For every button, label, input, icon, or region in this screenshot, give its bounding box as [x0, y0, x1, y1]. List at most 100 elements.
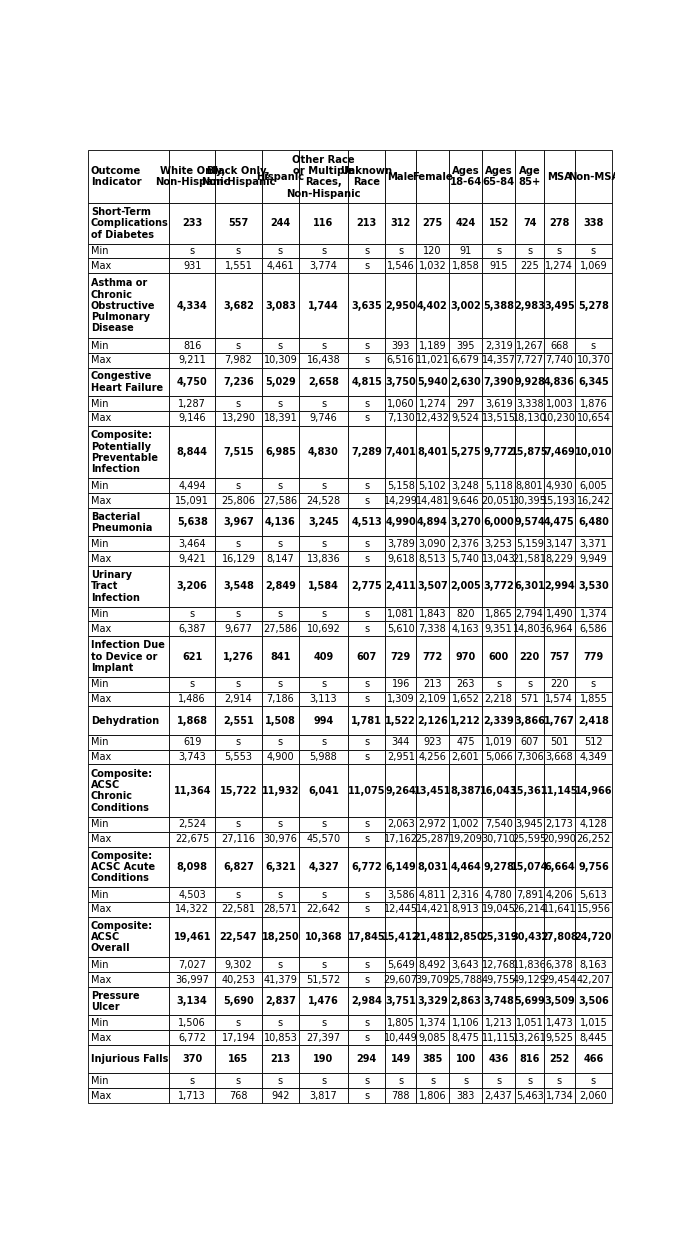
Bar [299, 273, 348, 339]
Text: 6,387: 6,387 [178, 624, 206, 634]
Text: 213: 213 [423, 679, 442, 689]
Bar [416, 352, 449, 367]
Text: 820: 820 [456, 609, 475, 619]
Bar [416, 426, 449, 479]
Bar [385, 1073, 416, 1088]
Bar [515, 735, 544, 750]
Text: Max: Max [91, 553, 111, 563]
Bar [215, 957, 262, 972]
Bar [87, 551, 169, 566]
Bar [544, 566, 574, 607]
Bar [574, 764, 613, 817]
Text: 1,212: 1,212 [450, 716, 481, 726]
Bar [215, 396, 262, 411]
Text: 4,464: 4,464 [450, 862, 481, 872]
Bar [482, 1015, 515, 1030]
Bar [215, 750, 262, 764]
Text: s: s [527, 679, 532, 689]
Text: s: s [236, 482, 241, 491]
Text: Min: Min [91, 890, 109, 900]
Bar [574, 551, 613, 566]
Text: 1,003: 1,003 [546, 398, 573, 408]
Text: s: s [364, 694, 369, 704]
Text: s: s [364, 959, 369, 969]
Text: 9,756: 9,756 [578, 862, 609, 872]
Text: 2,983: 2,983 [514, 300, 545, 310]
Text: 4,811: 4,811 [419, 890, 446, 900]
Bar [449, 735, 482, 750]
Bar [482, 479, 515, 494]
Text: 2,218: 2,218 [485, 694, 513, 704]
Bar [299, 352, 348, 367]
Bar [87, 339, 169, 352]
Bar [87, 150, 169, 204]
Bar [215, 831, 262, 846]
Bar [449, 957, 482, 972]
Bar [385, 917, 416, 957]
Text: 8,401: 8,401 [417, 447, 448, 457]
Text: 20,990: 20,990 [542, 834, 576, 844]
Text: MSA: MSA [547, 171, 572, 182]
Bar [169, 1088, 215, 1103]
Text: 3,090: 3,090 [419, 539, 446, 549]
Text: 5,699: 5,699 [514, 997, 545, 1006]
Text: 2,849: 2,849 [265, 581, 296, 592]
Bar [215, 706, 262, 735]
Bar [574, 902, 613, 917]
Text: 1,276: 1,276 [223, 652, 254, 661]
Text: 1,806: 1,806 [419, 1091, 446, 1101]
Bar [544, 831, 574, 846]
Bar [262, 536, 299, 551]
Text: 1,767: 1,767 [544, 716, 574, 726]
Bar [385, 987, 416, 1015]
Text: 788: 788 [391, 1091, 410, 1101]
Bar [416, 917, 449, 957]
Text: 4,830: 4,830 [308, 447, 339, 457]
Bar [416, 367, 449, 396]
Text: 6,149: 6,149 [385, 862, 416, 872]
Bar [515, 817, 544, 831]
Text: 2,411: 2,411 [385, 581, 416, 592]
Text: s: s [591, 246, 596, 256]
Bar [574, 508, 613, 536]
Text: 213: 213 [357, 218, 377, 228]
Bar [348, 817, 385, 831]
Text: Short-Term
Complications
of Diabetes: Short-Term Complications of Diabetes [91, 207, 169, 240]
Bar [385, 764, 416, 817]
Text: Female: Female [412, 171, 453, 182]
Text: 7,338: 7,338 [419, 624, 447, 634]
Bar [416, 902, 449, 917]
Text: 6,480: 6,480 [578, 517, 609, 527]
Bar [574, 1088, 613, 1103]
Text: Unknown
Race: Unknown Race [341, 166, 393, 187]
Text: 1,734: 1,734 [546, 1091, 573, 1101]
Bar [449, 258, 482, 273]
Text: 165: 165 [228, 1054, 249, 1064]
Text: Pressure
Ulcer: Pressure Ulcer [91, 990, 139, 1011]
Bar [482, 637, 515, 676]
Bar [299, 831, 348, 846]
Text: s: s [364, 737, 369, 747]
Bar [515, 691, 544, 706]
Bar [299, 367, 348, 396]
Bar [449, 887, 482, 902]
Bar [574, 706, 613, 735]
Bar [87, 508, 169, 536]
Bar [215, 411, 262, 426]
Bar [449, 817, 482, 831]
Text: s: s [321, 1018, 326, 1028]
Bar [299, 396, 348, 411]
Text: 9,949: 9,949 [580, 553, 607, 563]
Text: s: s [364, 355, 369, 365]
Text: s: s [236, 246, 241, 256]
Text: 3,507: 3,507 [417, 581, 448, 592]
Text: Max: Max [91, 261, 111, 271]
Text: 18,250: 18,250 [262, 932, 299, 942]
Text: s: s [321, 340, 326, 351]
Bar [385, 887, 416, 902]
Bar [416, 411, 449, 426]
Text: 10,230: 10,230 [542, 413, 576, 423]
Text: s: s [321, 1076, 326, 1086]
Bar [87, 1045, 169, 1073]
Text: 213: 213 [270, 1054, 290, 1064]
